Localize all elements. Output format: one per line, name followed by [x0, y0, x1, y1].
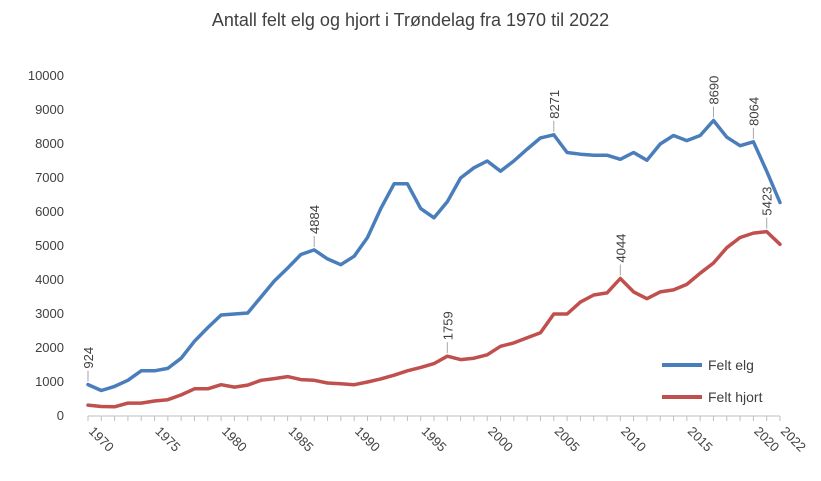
y-tick-label: 3000 — [35, 306, 64, 321]
x-tick-label: 2020 — [751, 424, 782, 455]
y-tick-label: 7000 — [35, 170, 64, 185]
y-axis-ticks: 0 1000 2000 3000 4000 5000 6000 7000 8000 9000 100… — [28, 68, 64, 423]
x-tick-label: 1985 — [285, 424, 316, 455]
x-tick-label: 2010 — [618, 424, 649, 455]
data-label: 8271 — [547, 90, 562, 119]
data-labels: 924 4884 8271 8690 8064 1759 4044 5423 — [81, 76, 775, 382]
y-tick-label: 5000 — [35, 238, 64, 253]
x-tick-label: 1970 — [86, 424, 117, 455]
y-tick-label: 10000 — [28, 68, 64, 83]
y-tick-label: 0 — [57, 408, 64, 423]
chart-title: Antall felt elg og hjort i Trøndelag fra… — [211, 10, 610, 30]
x-tick-label: 1995 — [419, 424, 450, 455]
legend: Felt elg Felt hjort — [662, 357, 763, 405]
legend-label: Felt elg — [708, 357, 754, 373]
y-tick-label: 8000 — [35, 136, 64, 151]
data-label: 8064 — [746, 97, 761, 126]
data-label: 4884 — [307, 205, 322, 234]
x-tick-label: 2005 — [552, 424, 583, 455]
y-tick-label: 2000 — [35, 340, 64, 355]
x-tick-label: 2022 — [778, 424, 809, 455]
x-tick-label: 1975 — [152, 424, 183, 455]
x-axis: 1970 1975 1980 1985 1990 1995 2000 2005 2010 2015… — [86, 415, 809, 455]
y-tick-label: 9000 — [35, 102, 64, 117]
legend-label: Felt hjort — [708, 389, 763, 405]
y-tick-label: 6000 — [35, 204, 64, 219]
data-label: 8690 — [706, 76, 721, 105]
y-tick-label: 1000 — [35, 374, 64, 389]
series-line-felt-hjort — [86, 229, 782, 409]
y-tick-label: 4000 — [35, 272, 64, 287]
x-tick-label: 2015 — [685, 424, 716, 455]
x-tick-label: 1990 — [352, 424, 383, 455]
series-line-felt-elg — [86, 118, 782, 393]
x-tick-label: 2000 — [485, 424, 516, 455]
data-label: 5423 — [760, 187, 775, 216]
data-label: 924 — [81, 347, 96, 369]
series-lines — [86, 118, 782, 409]
data-label: 1759 — [440, 311, 455, 340]
x-tick-label: 1980 — [219, 424, 250, 455]
data-label: 4044 — [613, 234, 628, 263]
